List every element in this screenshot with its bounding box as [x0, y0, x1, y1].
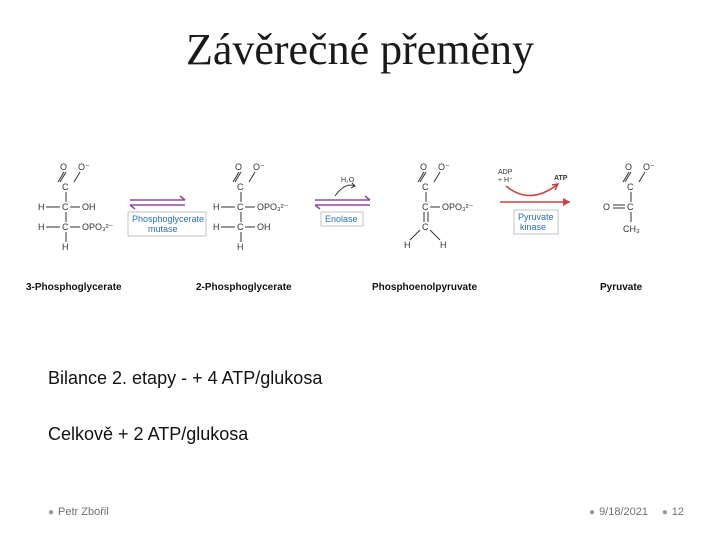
svg-text:C: C [422, 182, 429, 192]
svg-text:O: O [420, 162, 427, 172]
arrow-enolase: H₂O Enolase [315, 177, 370, 226]
footer-date: ●9/18/2021 [589, 506, 648, 518]
enzyme-pk-l2: kinase [520, 222, 546, 232]
label-2pg: 2-Phosphoglycerate [196, 282, 292, 293]
svg-text:OH: OH [257, 222, 271, 232]
svg-text:H: H [237, 242, 244, 252]
arrow-mutase: Phosphoglycerate mutase [128, 196, 206, 236]
label-pep: Phosphoenolpyruvate [372, 282, 477, 293]
footer-pagenum: ●12 [662, 506, 684, 518]
svg-text:C: C [62, 202, 69, 212]
svg-text:H: H [440, 240, 447, 250]
svg-text:H: H [62, 242, 69, 252]
svg-text:H: H [404, 240, 411, 250]
svg-text:+ H⁺: + H⁺ [498, 177, 513, 184]
molecule-3pg: O O⁻ C H C OH H C OPO₃²⁻ H [38, 162, 114, 252]
enzyme-pk-l1: Pyruvate [518, 212, 554, 222]
svg-text:O⁻: O⁻ [253, 162, 265, 172]
enzyme-mutase-l1: Phosphoglycerate [132, 214, 204, 224]
svg-text:C: C [237, 202, 244, 212]
svg-text:OPO₃²⁻: OPO₃²⁻ [82, 222, 114, 232]
svg-text:O: O [603, 202, 610, 212]
balance-line-1: Bilance 2. etapy - + 4 ATP/glukosa [48, 368, 322, 389]
svg-text:ATP: ATP [554, 175, 568, 182]
svg-text:CH₃: CH₃ [623, 224, 640, 234]
svg-text:OH: OH [82, 202, 96, 212]
molecule-pep: O O⁻ C C OPO₃²⁻ C H H [404, 162, 474, 250]
svg-text:C: C [62, 182, 69, 192]
svg-text:C: C [62, 222, 69, 232]
arrow-pyruvate-kinase: ADP + H⁺ ATP Pyruvate kinase [498, 169, 570, 234]
balance-line-2: Celkově + 2 ATP/glukosa [48, 424, 248, 445]
svg-text:H: H [213, 222, 220, 232]
reaction-diagram: O O⁻ C H C OH H C OPO₃²⁻ H 3-Phosphoglyc… [20, 150, 700, 330]
svg-text:O: O [60, 162, 67, 172]
svg-text:C: C [422, 202, 429, 212]
svg-text:OPO₃²⁻: OPO₃²⁻ [442, 202, 474, 212]
enzyme-mutase-l2: mutase [148, 224, 178, 234]
svg-text:C: C [627, 202, 634, 212]
svg-text:ADP: ADP [498, 169, 513, 176]
svg-text:C: C [422, 222, 429, 232]
svg-text:O: O [235, 162, 242, 172]
enzyme-enolase: Enolase [325, 214, 358, 224]
svg-text:O⁻: O⁻ [78, 162, 90, 172]
label-3pg: 3-Phosphoglycerate [26, 282, 122, 293]
svg-text:O: O [625, 162, 632, 172]
molecule-2pg: O O⁻ C H C OPO₃²⁻ H C OH H [213, 162, 289, 252]
label-pyruvate: Pyruvate [600, 282, 643, 293]
svg-text:O⁻: O⁻ [643, 162, 655, 172]
reaction-svg: O O⁻ C H C OH H C OPO₃²⁻ H 3-Phosphoglyc… [20, 150, 700, 330]
svg-text:H: H [213, 202, 220, 212]
slide-title: Závěrečné přeměny [0, 0, 720, 75]
svg-text:C: C [237, 222, 244, 232]
svg-text:H: H [38, 222, 45, 232]
svg-text:C: C [237, 182, 244, 192]
svg-text:O⁻: O⁻ [438, 162, 450, 172]
molecule-pyruvate: O O⁻ C O C CH₃ [603, 162, 655, 234]
svg-text:H: H [38, 202, 45, 212]
svg-text:H₂O: H₂O [341, 177, 355, 184]
svg-text:C: C [627, 182, 634, 192]
svg-text:OPO₃²⁻: OPO₃²⁻ [257, 202, 289, 212]
footer-author: ●Petr Zbořil [48, 506, 109, 518]
slide-footer: ●Petr Zbořil ●9/18/2021 ●12 [48, 506, 684, 522]
